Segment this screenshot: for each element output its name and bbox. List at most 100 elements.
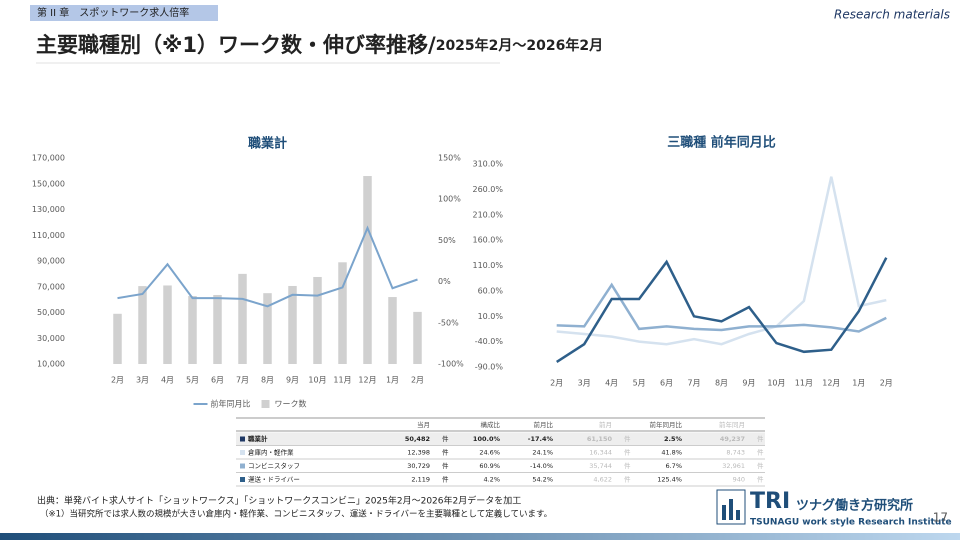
bar [313,276,322,364]
table-cell: 32,961 [722,462,745,470]
bar [263,293,272,364]
tick-label: 30,000 [37,334,65,343]
y2-tick-label: 50% [438,236,456,245]
table-cell: 50,482 [405,435,430,443]
table-unit: 件 [757,475,764,484]
x-tick-label: 4月 [605,379,618,388]
table-cell: 30,729 [407,462,430,470]
x-tick-label: 7月 [236,376,249,385]
table-unit: 件 [624,434,631,443]
row-swatch [240,450,245,455]
row-label: 運送・ドライバー [248,475,300,484]
table-unit: 件 [442,434,449,443]
table-unit: 件 [624,448,631,457]
table-cell: 2,119 [411,476,430,484]
table-cell: -14.0% [530,462,553,470]
tick-label: 110,000 [32,231,65,240]
chart-total: 職業計 10,000 30,000 50,000 70,000 90,000 110,000… [32,136,464,409]
bar [113,313,122,364]
tick-label: 10.0% [478,312,504,321]
table-unit: 件 [442,475,449,484]
row-swatch [240,436,245,442]
table-header: 前年同月 [719,420,745,429]
tick-label: 260.0% [472,185,503,194]
bar [288,285,297,364]
tick-label: 70,000 [37,282,65,291]
bar [338,262,347,364]
bottom-bar [0,533,960,540]
title-main: 主要職種別（※1）ワーク数・伸び率推移/ [36,33,436,57]
table-cell: 100.0% [473,435,501,443]
x-tick-label: 1月 [386,376,399,385]
table-cell: 4.2% [483,476,500,484]
row-label: 倉庫内・軽作業 [248,448,294,457]
x-tick-label: 2月 [111,376,124,385]
table-cell: 24.1% [532,449,553,457]
legend-label: ワーク数 [275,399,307,409]
bar [188,296,197,364]
table-cell: 54.2% [532,476,553,484]
x-tick-label: 2月 [411,376,424,385]
x-tick-label: 12月 [822,379,840,388]
bar [213,294,222,364]
tag: Research materials [834,8,950,22]
row-swatch [240,463,245,469]
x-tick-label: 3月 [136,376,149,385]
x-tick-label: 3月 [578,379,591,388]
chapter: 第 II 章 スポットワーク求人倍率 [37,6,189,19]
x-tick-label: 8月 [715,379,728,388]
x-tick-label: 11月 [333,376,351,385]
x-tick-label: 12月 [358,376,376,385]
row-bg [236,432,765,446]
line [117,225,418,308]
table-cell: 6.7% [665,462,682,470]
table-cell: 16,344 [589,449,612,457]
x-tick-label: 7月 [687,379,700,388]
x-tick-label: 2月 [550,379,563,388]
table-header: 前月比 [534,420,554,429]
org: ツナグ働き方研究所 [796,498,913,514]
logo: TRI [750,489,790,514]
row-swatch [240,477,245,482]
chart-title: 職業計 [248,136,287,152]
table-cell: 41.8% [661,449,682,457]
y2-tick-label: -100% [438,360,464,369]
tick-label: -90.0% [475,363,504,372]
tick-label: 160.0% [472,236,503,245]
x-tick-label: 5月 [186,376,199,385]
chart-three: 三職種 前年同月比 -90.0% -40.0% 10.0% 60.0% 110.0% 160… [472,135,892,388]
logo-icon-bar [729,499,733,520]
y2-tick-label: 150% [438,154,461,163]
bar [238,273,247,364]
tick-label: 210.0% [472,210,503,219]
tick-label: 170,000 [32,154,65,163]
bar [413,311,422,364]
x-tick-label: 10月 [308,376,326,385]
logo-icon-bar [736,510,740,520]
tick-label: -40.0% [475,337,504,346]
table-cell: 8,743 [726,449,745,457]
tick-label: 90,000 [37,257,65,266]
y2-tick-label: 100% [438,195,461,204]
line [556,257,888,363]
table-cell: 60.9% [479,462,500,470]
x-tick-label: 1月 [852,379,865,388]
legend-label: 前年同月比 [211,399,251,409]
title: 主要職種別（※1）ワーク数・伸び率推移/2025年2月～2026年2月 [36,33,603,57]
table-unit: 件 [757,434,764,443]
table-unit: 件 [624,461,631,470]
x-tick-label: 5月 [633,379,646,388]
legend-swatch [261,400,270,408]
table-unit: 件 [442,448,449,457]
x-tick-label: 2月 [880,379,893,388]
bar [138,286,147,364]
table-cell: -17.4% [528,435,554,443]
table-cell: 12,398 [407,449,430,457]
chart-title: 三職種 前年同月比 [667,135,776,151]
x-tick-label: 11月 [795,379,813,388]
x-tick-label: 4月 [161,376,174,385]
table-unit: 件 [442,461,449,470]
title-period: 2025年2月～2026年2月 [436,37,603,54]
table-cell: 49,237 [720,435,745,443]
